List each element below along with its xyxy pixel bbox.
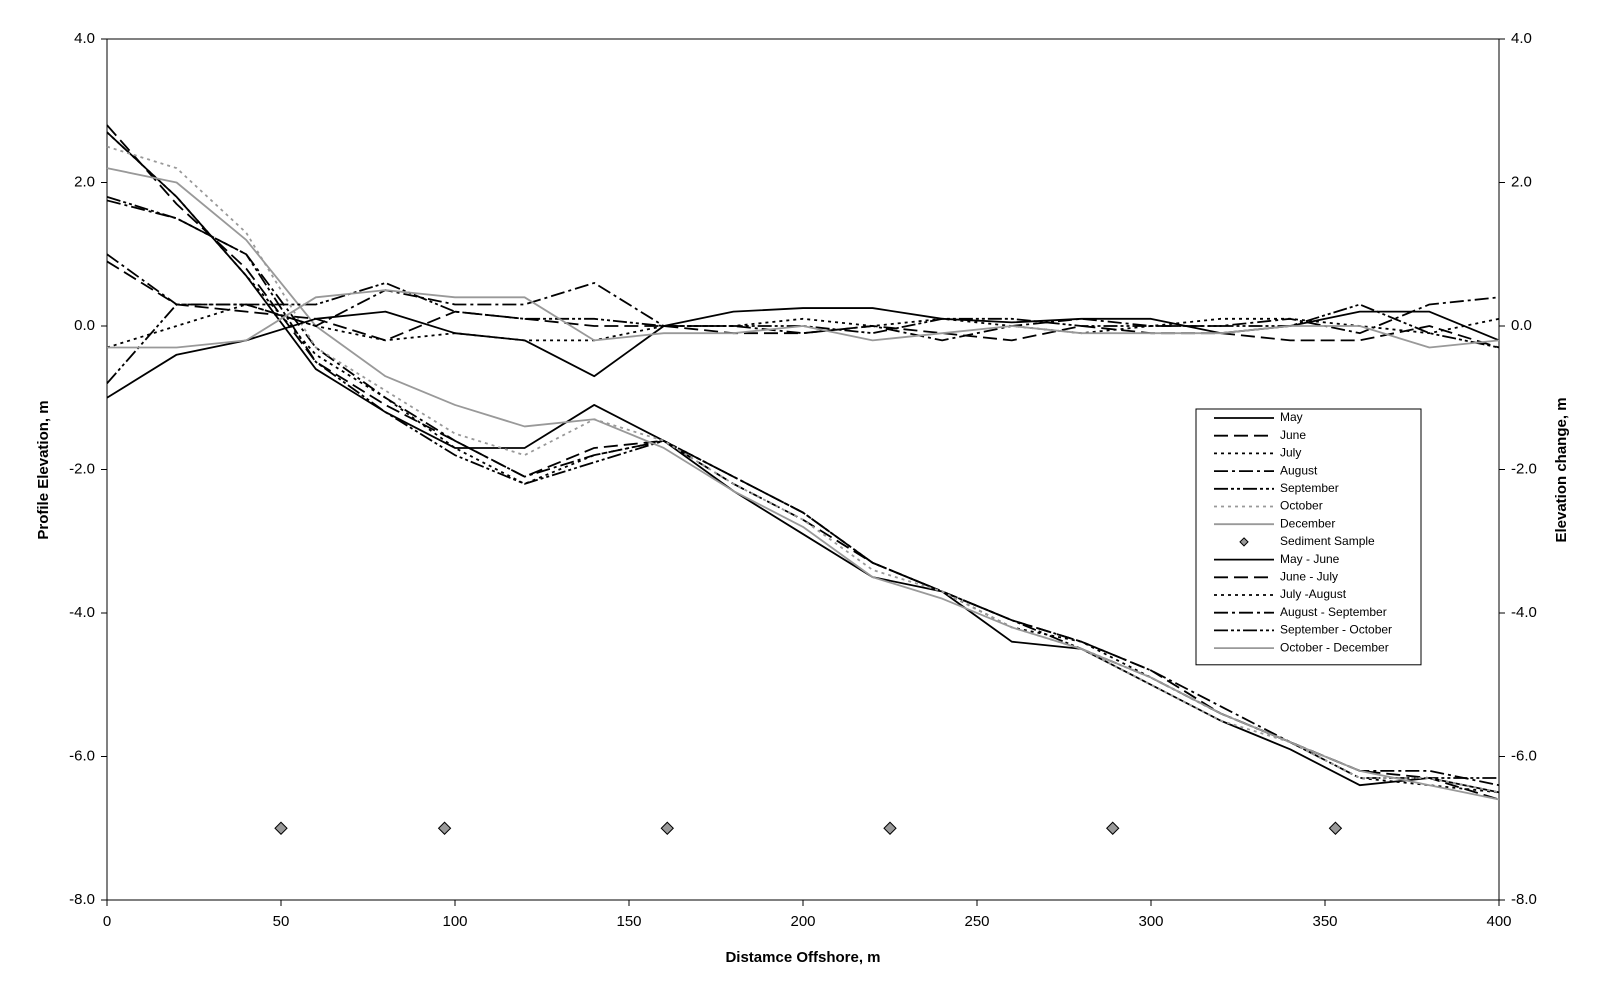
x-tick-label: 150 <box>616 913 641 930</box>
x-tick-label: 400 <box>1486 913 1511 930</box>
legend-label: June <box>1280 428 1306 442</box>
x-axis-title: Distamce Offshore, m <box>725 949 880 966</box>
series-line <box>106 145 1500 794</box>
legend-label: May <box>1280 410 1303 424</box>
legend-label: July -August <box>1280 587 1347 601</box>
legend-label: December <box>1280 516 1335 530</box>
x-tick-label: 0 <box>103 913 111 930</box>
legend-label: July <box>1280 446 1301 460</box>
x-tick-label: 250 <box>964 913 989 930</box>
y-tick-label: -4.0 <box>69 604 95 621</box>
y2-tick-label: -8.0 <box>1511 891 1537 908</box>
legend-label: September - October <box>1280 623 1392 637</box>
y-tick-label: -6.0 <box>69 747 95 764</box>
y2-tick-label: -2.0 <box>1511 460 1537 477</box>
series-line <box>106 260 1500 349</box>
y2-axis-title: Elevation change, m <box>1553 397 1570 542</box>
series-line <box>106 253 1500 342</box>
legend-label: August - September <box>1280 605 1387 619</box>
sediment-marker <box>883 821 897 835</box>
x-tick-label: 350 <box>1312 913 1337 930</box>
sediment-marker <box>1106 821 1120 835</box>
x-tick-label: 300 <box>1138 913 1163 930</box>
series-line <box>106 282 1500 384</box>
legend-label: October - December <box>1280 640 1389 654</box>
legend-box <box>1195 408 1422 666</box>
x-tick-label: 100 <box>442 913 467 930</box>
legend-label: August <box>1280 463 1318 477</box>
sediment-marker <box>660 821 674 835</box>
series-line <box>106 131 1500 794</box>
sediment-marker <box>274 821 288 835</box>
legend-label: October <box>1280 499 1323 513</box>
sediment-marker <box>437 821 452 835</box>
x-tick-label: 50 <box>273 913 290 930</box>
y-tick-label: -2.0 <box>69 460 95 477</box>
sediment-marker <box>1328 821 1343 835</box>
legend-marker <box>1239 537 1249 547</box>
y2-tick-label: 2.0 <box>1511 173 1532 190</box>
series-line <box>106 303 1500 349</box>
y-tick-label: 0.0 <box>74 317 95 334</box>
x-tick-label: 200 <box>790 913 815 930</box>
y2-tick-label: -6.0 <box>1511 747 1537 764</box>
legend-label: September <box>1280 481 1339 495</box>
y2-tick-label: 0.0 <box>1511 317 1532 334</box>
legend-label: May - June <box>1280 552 1340 566</box>
y2-tick-label: -4.0 <box>1511 604 1537 621</box>
legend-label: Sediment Sample <box>1280 534 1375 548</box>
y-tick-label: 4.0 <box>74 30 95 47</box>
y-tick-label: 2.0 <box>74 173 95 190</box>
series-line <box>107 289 1500 349</box>
series-line <box>106 167 1500 801</box>
legend-label: June - July <box>1280 569 1338 583</box>
series-line <box>106 307 1500 399</box>
y-tick-label: -8.0 <box>69 891 95 908</box>
y2-tick-label: 4.0 <box>1511 30 1532 47</box>
y-axis-title: Profile Elevation, m <box>35 400 52 539</box>
